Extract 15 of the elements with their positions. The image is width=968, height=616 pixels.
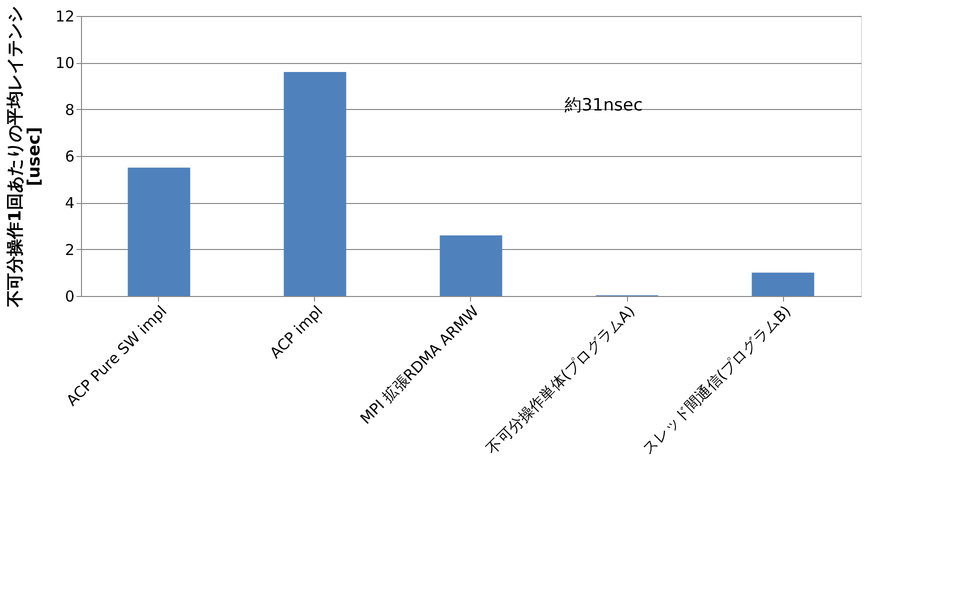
bar (752, 272, 814, 296)
x-tick-label: 不可分操作単体(プログラムA) (482, 302, 638, 458)
y-tick-label: 4 (64, 194, 74, 212)
y-axis-title: 不可分操作1回あたりの平均レイテンシ [usec] (5, 6, 44, 308)
y-tick-label: 0 (64, 288, 74, 306)
y-tick-label: 12 (55, 8, 74, 26)
y-tick-label: 10 (55, 54, 74, 72)
bar (440, 235, 502, 296)
bar (128, 168, 190, 296)
y-tick-label: 2 (64, 240, 74, 259)
y-tick-label: 8 (64, 100, 74, 119)
y-tick-label: 6 (64, 148, 74, 166)
annotation: 約31nsec (564, 96, 643, 116)
x-tick-label: スレッド間通信(プログラムB) (638, 302, 794, 458)
bar (284, 72, 346, 296)
